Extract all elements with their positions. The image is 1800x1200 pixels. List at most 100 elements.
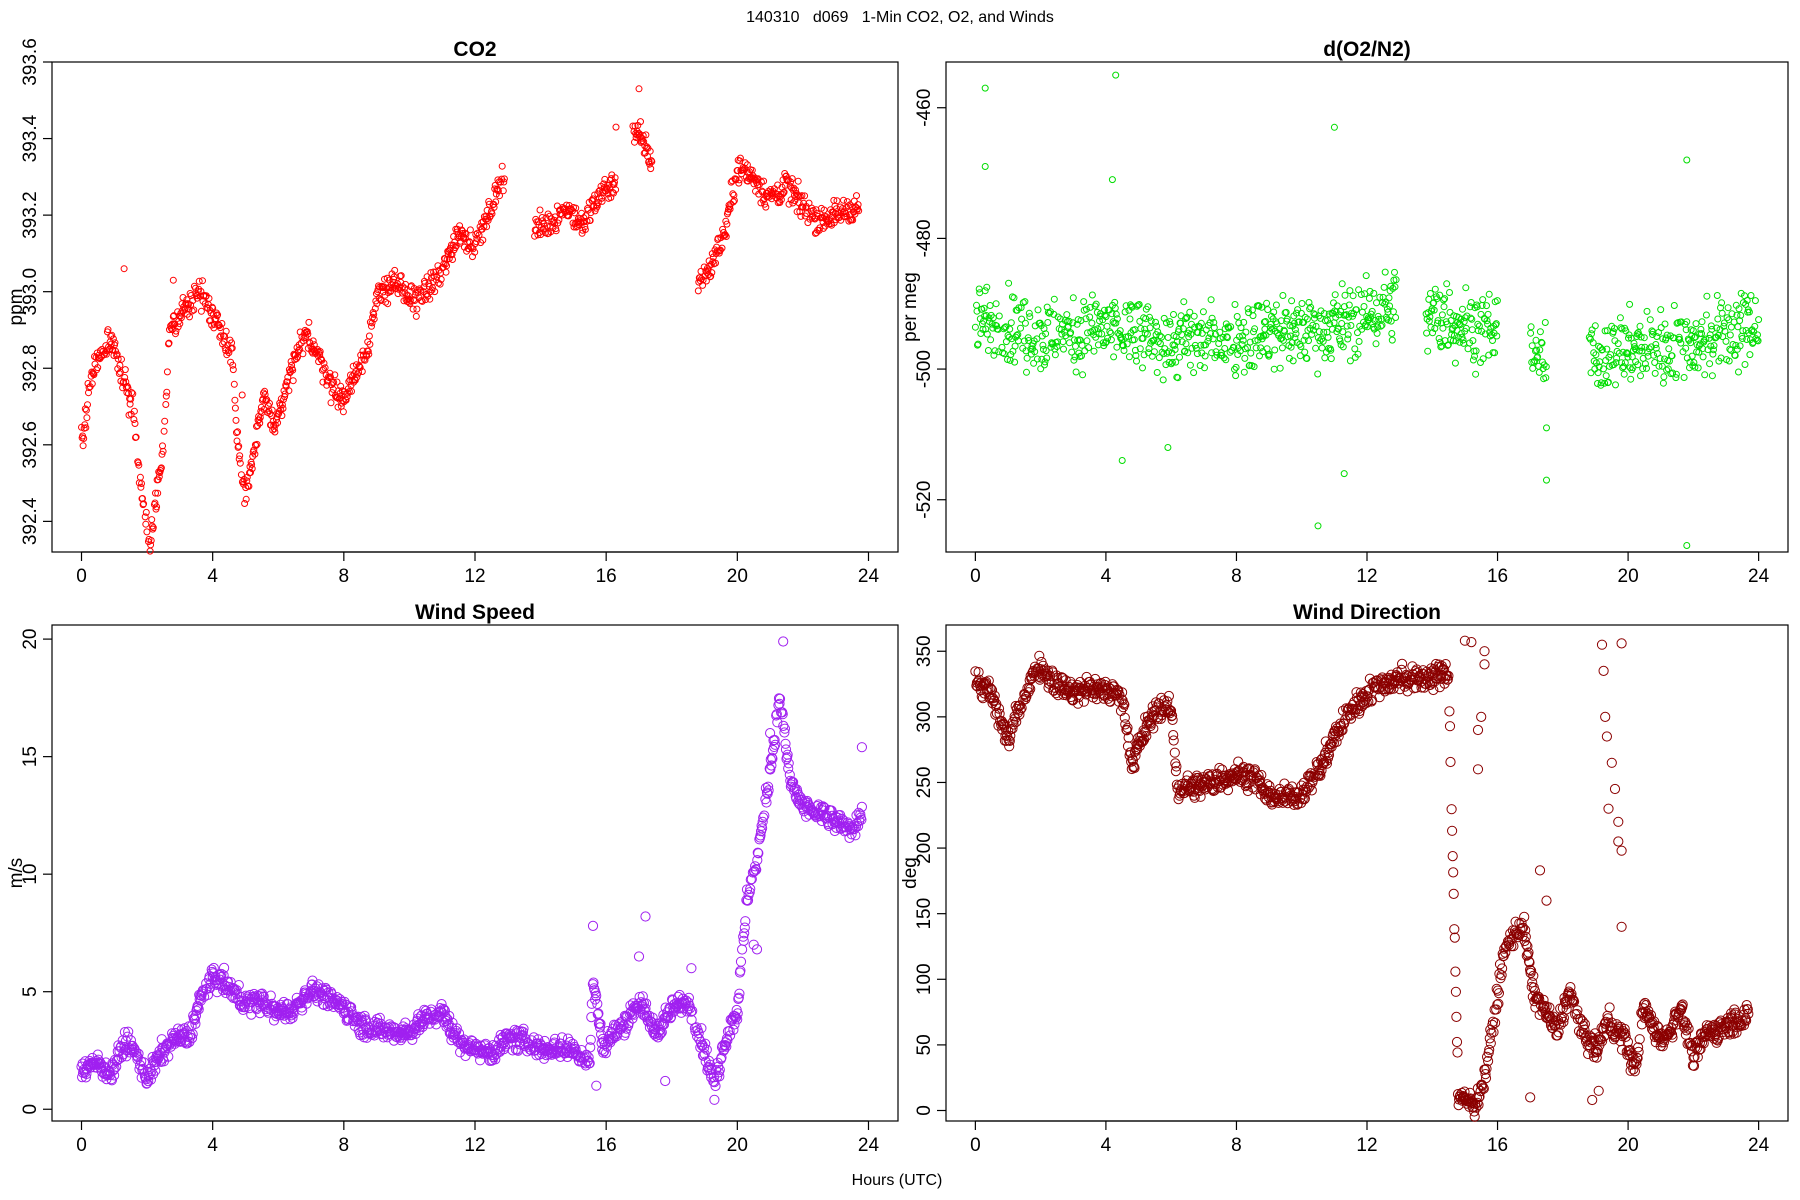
x-tick-label: 8: [339, 1135, 350, 1156]
data-point: [287, 358, 295, 365]
data-point: [197, 307, 205, 315]
data-point: [1094, 325, 1102, 333]
data-point: [304, 330, 312, 338]
data-point: [1123, 340, 1131, 348]
data-point: [1598, 665, 1609, 677]
data-point: [1011, 342, 1019, 350]
data-point: [1645, 345, 1653, 353]
data-point: [987, 336, 995, 344]
data-point: [1349, 292, 1357, 300]
data-point: [595, 1018, 606, 1029]
data-point: [346, 1002, 357, 1013]
data-point: [1597, 381, 1605, 389]
x-tick-label: 16: [1487, 1135, 1508, 1156]
data-point: [1520, 925, 1531, 936]
data-point: [1436, 291, 1444, 299]
data-point: [1536, 346, 1544, 354]
data-point: [148, 522, 156, 530]
data-point: [1139, 364, 1146, 372]
data-point: [235, 455, 243, 463]
data-point: [1251, 325, 1259, 333]
data-point: [1118, 702, 1129, 713]
figure-title: 140310 d069 1-Min CO2, O2, and Winds: [746, 9, 1054, 26]
data-point: [1211, 330, 1219, 338]
data-point: [849, 216, 857, 224]
data-point: [1137, 325, 1145, 332]
data-point: [1316, 337, 1324, 345]
x-tick-label: 24: [858, 1135, 880, 1156]
data-point: [1286, 322, 1294, 329]
data-point: [1723, 314, 1731, 322]
data-point: [1262, 331, 1270, 339]
data-point: [732, 1014, 743, 1025]
data-point: [1021, 319, 1029, 327]
data-point: [556, 1032, 568, 1043]
data-point: [1226, 348, 1234, 356]
y-tick-label: -480: [914, 219, 935, 257]
data-point: [640, 911, 651, 922]
data-point: [1307, 303, 1315, 311]
data-point: [1542, 374, 1550, 382]
data-point: [1633, 1042, 1644, 1053]
data-point: [88, 380, 96, 388]
x-tick-label: 0: [76, 566, 87, 587]
data-point: [1411, 682, 1422, 693]
data-point: [801, 192, 809, 200]
data-point: [1624, 353, 1632, 361]
data-point: [1538, 994, 1549, 1006]
data-point: [1618, 359, 1625, 367]
data-point: [637, 991, 648, 1002]
data-point: [1393, 678, 1404, 689]
data-point: [993, 703, 1005, 714]
data-point: [1018, 315, 1026, 323]
data-point: [1262, 318, 1269, 325]
data-point: [591, 1080, 602, 1091]
data-point: [1626, 300, 1634, 308]
y-tick-label: 393.4: [20, 114, 41, 162]
data-point: [1658, 1037, 1670, 1048]
data-point: [1314, 370, 1322, 378]
data-point: [718, 244, 726, 252]
data-point: [1636, 322, 1644, 330]
data-point: [485, 200, 493, 208]
data-point: [1569, 996, 1580, 1007]
data-point: [120, 265, 128, 273]
data-point: [790, 184, 798, 192]
y-axis-label: ppm: [6, 289, 27, 326]
data-point: [833, 197, 841, 205]
data-point: [788, 184, 796, 192]
x-tick-label: 20: [727, 1135, 748, 1156]
data-point: [1230, 344, 1238, 352]
data-point: [1484, 1044, 1495, 1055]
data-point: [1223, 334, 1231, 342]
data-point: [1601, 731, 1613, 742]
data-point: [735, 176, 743, 184]
data-point: [1521, 939, 1532, 950]
data-point: [1025, 683, 1036, 695]
data-point: [1043, 303, 1051, 311]
data-point: [1702, 335, 1710, 343]
data-point: [223, 351, 231, 359]
x-tick-label: 4: [207, 566, 218, 587]
data-point: [169, 276, 177, 284]
data-point: [1241, 779, 1252, 791]
data-point: [1054, 313, 1062, 321]
data-point: [739, 922, 750, 933]
data-point: [1555, 1019, 1566, 1030]
data-point: [1099, 339, 1107, 347]
data-point: [797, 212, 805, 220]
data-point: [687, 1005, 698, 1017]
data-point: [1610, 325, 1618, 332]
data-point: [366, 340, 374, 348]
y-tick-label: 5: [20, 986, 41, 997]
data-point: [456, 222, 464, 230]
data-point: [772, 717, 783, 728]
data-point: [1264, 780, 1275, 792]
data-point: [1472, 764, 1484, 775]
data-point: [1378, 321, 1386, 329]
data-point: [1710, 342, 1718, 350]
data-point: [1673, 319, 1681, 327]
data-point: [316, 348, 324, 355]
data-point: [1299, 794, 1310, 805]
